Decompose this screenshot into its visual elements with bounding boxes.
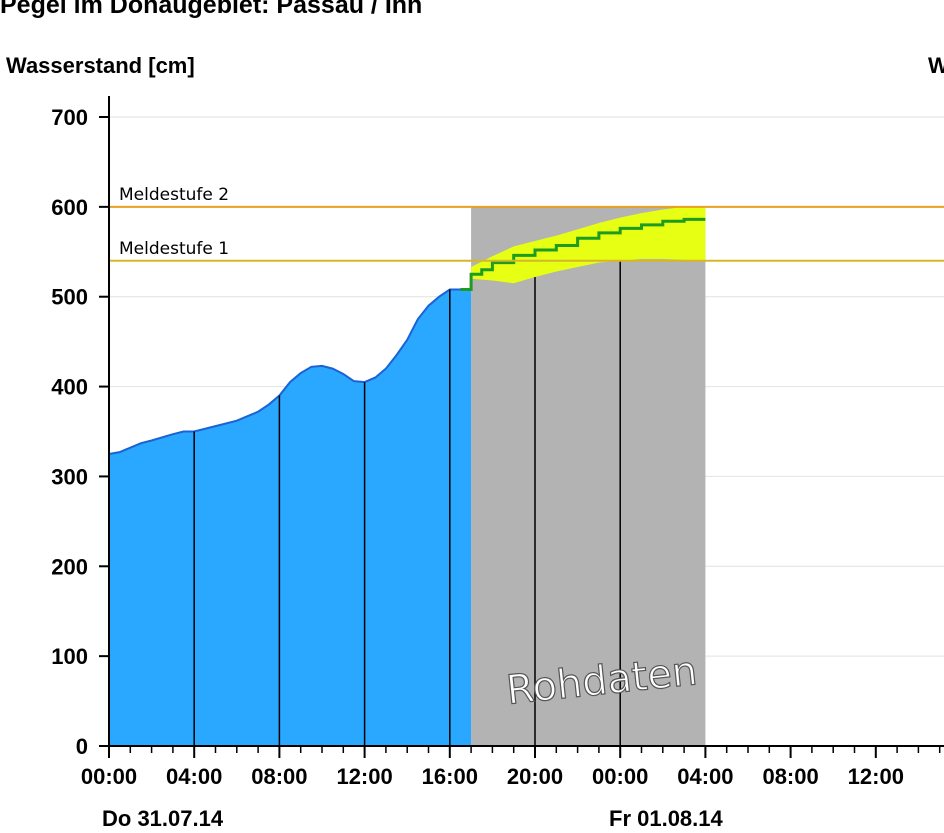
forecast-series xyxy=(460,217,706,292)
y-tick-label-700: 700 xyxy=(51,105,88,130)
y-tick-label-300: 300 xyxy=(51,464,88,489)
threshold-label-2: Meldestufe 2 xyxy=(119,185,229,205)
date-label-0: Do 31.07.14 xyxy=(102,806,224,831)
y-axis-ticks: 0 100 200 300 400 500 600 700 xyxy=(51,105,109,759)
y-tick-label-500: 500 xyxy=(51,285,88,310)
date-label-1: Fr 01.08.14 xyxy=(609,806,724,831)
x-axis-ticks: 00:00 04:00 08:00 12:00 16:00 20:00 00:00 04:00… xyxy=(81,746,941,789)
measured-series xyxy=(108,288,472,746)
raw-data-shade xyxy=(471,206,706,746)
y-axis-label: Wasserstand [cm] xyxy=(6,53,195,78)
x-tick-label-7: 04:00 xyxy=(677,764,733,789)
page-title: Pegel im Donaugebiet: Passau / Inn xyxy=(0,0,423,19)
x-tick-label-1: 04:00 xyxy=(166,764,222,789)
raw-data-region xyxy=(471,206,706,746)
x-tick-label-8: 08:00 xyxy=(762,764,818,789)
y-tick-label-100: 100 xyxy=(51,644,88,669)
x-tick-label-5: 20:00 xyxy=(507,764,563,789)
x-tick-label-6: 00:00 xyxy=(592,764,648,789)
date-labels: Do 31.07.14 Fr 01.08.14 xyxy=(102,806,724,831)
measured-line xyxy=(108,288,472,455)
right-axis-label-fragment: W xyxy=(928,53,944,78)
threshold-label-1: Meldestufe 1 xyxy=(119,239,229,259)
x-tick-label-0: 00:00 xyxy=(81,764,137,789)
x-tick-label-2: 08:00 xyxy=(251,764,307,789)
y-tick-label-0: 0 xyxy=(76,734,88,759)
y-tick-label-600: 600 xyxy=(51,195,88,220)
x-tick-label-9: 12:00 xyxy=(848,764,904,789)
x-tick-label-4: 16:00 xyxy=(422,764,478,789)
axes xyxy=(108,96,944,747)
measured-area xyxy=(109,289,472,746)
threshold-lines: Meldestufe 1 Meldestufe 2 xyxy=(109,185,944,262)
y-tick-label-200: 200 xyxy=(51,554,88,579)
hour-markers xyxy=(193,260,621,746)
x-tick-label-3: 12:00 xyxy=(336,764,392,789)
y-tick-label-400: 400 xyxy=(51,375,88,400)
forecast-line xyxy=(460,217,706,292)
